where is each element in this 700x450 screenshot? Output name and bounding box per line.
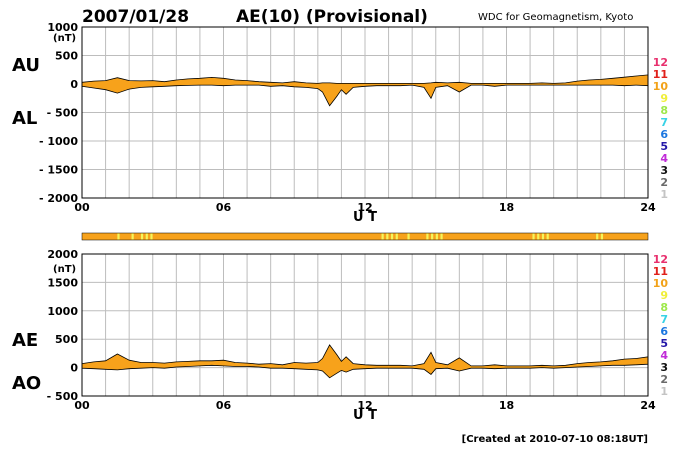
quality-mark [140,233,144,240]
ae-ao-frame [81,253,649,397]
legend-station-count: 2 [660,176,668,189]
legend-station-count: 10 [653,80,669,93]
x-tick-label: 18 [499,201,514,214]
legend-station-count: 8 [660,104,668,117]
quality-mark [390,233,394,240]
ae-ao-xticks: 00 06 12 18 24 [74,399,656,412]
quality-mark [150,233,153,240]
x-tick-label: 24 [640,399,656,412]
au-al-panel: 1000 500 0 - 500 - 1000 - 1500 - 2000 00 06 12 18… [12,21,656,225]
ae-ao-grid [82,254,648,396]
quality-mark [600,233,604,240]
au-al-yticks: 1000 500 0 - 500 - 1000 - 1500 - 2000 [39,21,78,205]
y-tick-label: 1000 [47,21,78,34]
x-tick-label: 12 [357,399,372,412]
quality-mark [435,233,438,240]
legend-station-count: 7 [660,116,668,129]
quality-mark [386,233,389,240]
legend-station-count: 6 [660,325,668,338]
created-timestamp: [Created at 2010-07-10 08:18UT] [462,434,648,445]
quality-mark [145,233,148,240]
date-label: 2007/01/28 [82,7,189,27]
legend-station-count: 5 [660,337,668,350]
x-tick-label: 00 [74,201,90,214]
y-tick-label: - 500 [47,107,79,120]
source-label: WDC for Geomagnetism, Kyoto [478,12,633,23]
au-al-xticks: 00 06 12 18 24 [74,201,656,214]
legend-station-count: 8 [660,301,668,314]
legend-station-count: 11 [653,265,668,278]
legend-station-count: 9 [660,92,668,105]
quality-mark [431,233,434,240]
ae-label: AE [12,330,38,351]
legend-station-count: 9 [660,289,668,302]
x-tick-label: 24 [640,201,656,214]
legend-station-count: 3 [660,361,668,374]
ae-ao-unit: (nT) [53,264,76,275]
quality-mark [440,233,443,240]
ae-ao-panel: 2000 1500 1000 500 0 - 500 00 06 12 18 24 (nT) AE… [12,248,656,423]
y-tick-label: 1500 [47,276,78,289]
legend-station-count: 4 [660,349,668,362]
y-tick-label: - 2000 [39,192,78,205]
y-tick-label: 1000 [47,305,78,318]
y-tick-label: - 1000 [39,135,78,148]
quality-mark [381,233,384,240]
al-label: AL [12,108,37,129]
quality-mark [532,233,535,240]
legend-station-count: 1 [660,385,668,398]
au-al-frame [81,26,649,199]
x-tick-label: 18 [499,399,514,412]
quality-mark [541,233,545,240]
quality-bar-track [81,232,649,241]
x-tick-label: 06 [216,201,232,214]
y-tick-label: 500 [55,333,78,346]
quality-mark [395,233,398,240]
au-al-grid [82,27,648,198]
x-tick-label: 00 [74,399,90,412]
quality-mark [407,233,410,240]
legend-station-count: 11 [653,68,668,81]
legend-station-count: 2 [660,373,668,386]
y-tick-label: 500 [55,50,78,63]
legend-station-count: 7 [660,313,668,326]
y-tick-label: 0 [70,362,78,375]
quality-mark [117,233,120,240]
y-tick-label: - 1500 [39,164,78,177]
quality-mark [596,233,599,240]
legend-station-count: 4 [660,152,668,165]
x-tick-label: 12 [357,201,372,214]
ao-label: AO [12,373,41,394]
quality-mark [546,233,549,240]
au-al-unit: (nT) [53,33,76,44]
legend-station-count: 3 [660,164,668,177]
quality-mark [426,233,429,240]
legend-station-count: 6 [660,128,668,141]
au-al-xlabel: U T [353,210,377,225]
figure-title: AE(10) (Provisional) [236,7,428,27]
au-label: AU [12,55,40,76]
ae-ao-yticks: 2000 1500 1000 500 0 - 500 [47,248,79,403]
y-tick-label: 0 [70,78,78,91]
legend-station-count: 10 [653,277,669,290]
legend-station-count: 12 [653,253,668,266]
legend-station-count: 5 [660,140,668,153]
quality-mark [131,233,134,240]
x-tick-label: 06 [216,399,232,412]
legend-station-count: 1 [660,188,668,201]
quality-mark [537,233,540,240]
data-quality-bar [81,232,649,241]
y-tick-label: 2000 [47,248,78,261]
y-tick-label: - 500 [47,390,79,403]
legend-station-count: 12 [653,56,668,69]
ae-ao-xlabel: U T [353,408,377,423]
